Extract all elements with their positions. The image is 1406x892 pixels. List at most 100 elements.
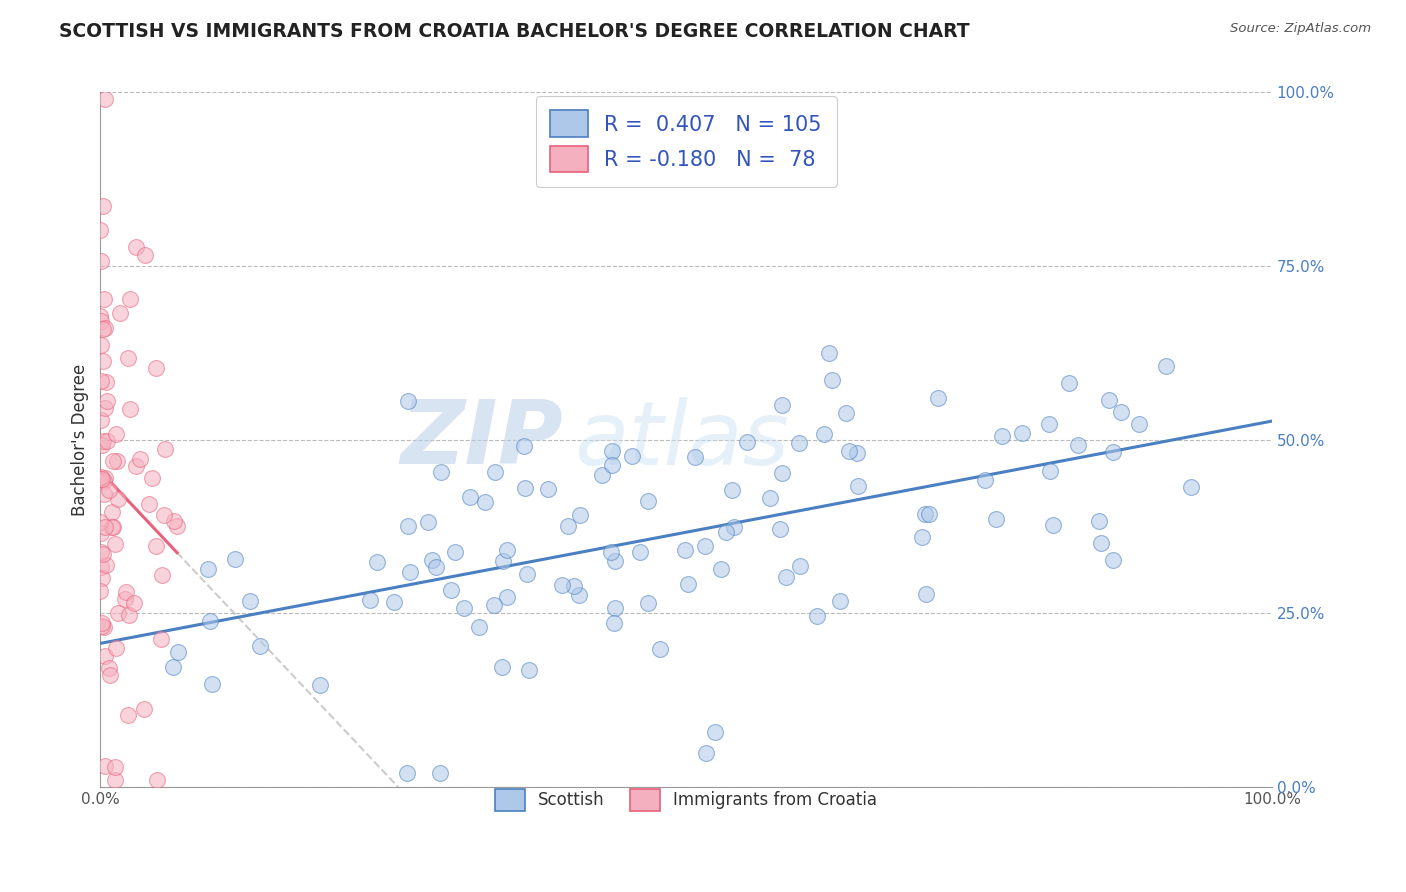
Point [468, 620, 491, 634]
Point [94, 558, 117, 572]
Point [89, 515, 111, 529]
Point [395, 766, 418, 780]
Text: Source: ZipAtlas.com: Source: ZipAtlas.com [1230, 22, 1371, 36]
Point [630, 545, 652, 559]
Y-axis label: Bachelor's Degree: Bachelor's Degree [72, 364, 89, 516]
Point [104, 427, 127, 442]
Point [818, 346, 841, 360]
Point [224, 552, 246, 566]
Point [141, 471, 163, 485]
Point [101, 454, 124, 468]
Point [683, 450, 706, 465]
Point [118, 292, 141, 306]
Point [94, 520, 117, 534]
Point [602, 615, 624, 630]
Point [914, 507, 936, 521]
Point [637, 494, 659, 508]
Point [517, 663, 540, 677]
Point [104, 537, 127, 551]
Point [695, 539, 717, 553]
Point [90, 472, 112, 486]
Point [1098, 392, 1121, 407]
Point [918, 507, 941, 521]
Point [769, 522, 792, 536]
Point [513, 481, 536, 495]
Point [90, 337, 112, 351]
Point [93, 475, 115, 489]
Point [103, 760, 125, 774]
Point [398, 393, 420, 408]
Point [927, 391, 949, 405]
Point [537, 482, 560, 496]
Point [1042, 517, 1064, 532]
Point [770, 467, 793, 481]
Point [551, 578, 574, 592]
Point [359, 593, 381, 607]
Point [838, 444, 860, 458]
Point [124, 596, 146, 610]
Point [163, 514, 186, 528]
Point [89, 583, 111, 598]
Point [93, 620, 115, 634]
Point [118, 608, 141, 623]
Point [1011, 425, 1033, 440]
Point [600, 458, 623, 472]
Point [710, 562, 733, 576]
Point [1109, 405, 1132, 419]
Point [129, 452, 152, 467]
Point [735, 434, 758, 449]
Point [89, 223, 111, 237]
Point [198, 615, 221, 629]
Point [429, 766, 451, 780]
Point [201, 677, 224, 691]
Point [1059, 376, 1081, 390]
Point [90, 616, 112, 631]
Point [166, 518, 188, 533]
Point [770, 399, 793, 413]
Point [146, 773, 169, 788]
Point [453, 601, 475, 615]
Point [150, 567, 173, 582]
Point [197, 562, 219, 576]
Point [491, 660, 513, 674]
Point [695, 746, 717, 760]
Point [124, 458, 146, 473]
Text: ZIP: ZIP [401, 396, 564, 483]
Point [90, 413, 112, 427]
Point [94, 375, 117, 389]
Point [704, 724, 727, 739]
Point [94, 758, 117, 772]
Point [120, 401, 142, 416]
Point [720, 483, 742, 497]
Point [1180, 480, 1202, 494]
Point [309, 677, 332, 691]
Point [115, 585, 138, 599]
Point [125, 240, 148, 254]
Point [107, 491, 129, 506]
Point [239, 594, 262, 608]
Point [569, 508, 592, 522]
Point [1101, 445, 1123, 459]
Point [399, 565, 422, 579]
Point [673, 543, 696, 558]
Point [828, 594, 851, 608]
Point [153, 442, 176, 457]
Point [637, 596, 659, 610]
Point [382, 595, 405, 609]
Point [911, 530, 934, 544]
Point [91, 547, 114, 561]
Point [93, 471, 115, 485]
Point [1038, 417, 1060, 432]
Point [396, 519, 419, 533]
Point [1088, 514, 1111, 528]
Point [366, 555, 388, 569]
Point [835, 406, 858, 420]
Point [789, 558, 811, 573]
Point [90, 545, 112, 559]
Point [821, 373, 844, 387]
Point [93, 292, 115, 306]
Point [458, 490, 481, 504]
Point [484, 465, 506, 479]
Point [516, 566, 538, 581]
Point [648, 641, 671, 656]
